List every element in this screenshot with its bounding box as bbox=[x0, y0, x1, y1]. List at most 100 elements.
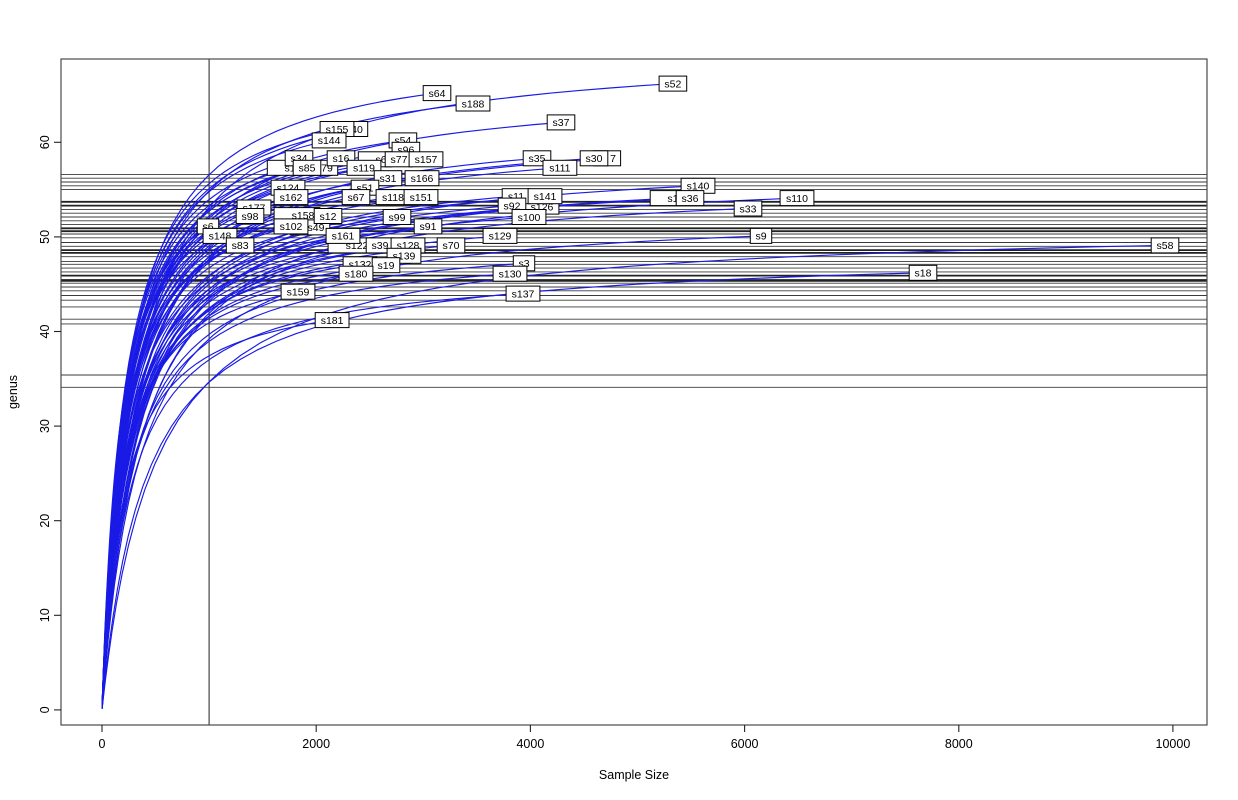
sample-label-box bbox=[908, 264, 938, 281]
sample-label-box bbox=[455, 95, 491, 112]
sample-label-text: s16 bbox=[333, 153, 350, 165]
sample-label-box bbox=[779, 190, 815, 207]
sample-label-text: s77 bbox=[391, 154, 408, 166]
sample-label-text: s58 bbox=[1157, 240, 1174, 252]
sample-label-s157: s157 bbox=[408, 151, 444, 168]
sample-label-s37: s37 bbox=[546, 114, 576, 131]
sample-label-text: s3 bbox=[518, 258, 529, 270]
sample-label-box bbox=[273, 218, 309, 235]
y-tick-label: 40 bbox=[38, 325, 52, 339]
sample-label-text: s180 bbox=[345, 269, 368, 281]
sample-label-s188: s188 bbox=[455, 95, 491, 112]
curve-s9 bbox=[101, 235, 762, 709]
sample-label-box bbox=[413, 218, 443, 235]
sample-label-text: s166 bbox=[411, 173, 434, 185]
sample-label-box bbox=[675, 190, 705, 207]
sample-label-box bbox=[542, 159, 578, 176]
curve-s67 bbox=[101, 196, 357, 708]
sample-label-box bbox=[492, 265, 528, 282]
axes: 0 2000 4000 6000 8000 10000 0 10 20 30 40 50 60 bbox=[38, 58, 1208, 751]
y-tick-label: 60 bbox=[38, 135, 52, 149]
sample-label-s130: s130 bbox=[492, 265, 528, 282]
sample-label-box bbox=[273, 189, 309, 206]
x-tick-label: 10000 bbox=[1156, 737, 1191, 751]
sample-label-s12: s12 bbox=[313, 208, 343, 224]
sample-label-s85: s85 bbox=[292, 159, 322, 176]
sample-label-text: s1 bbox=[284, 163, 295, 175]
sample-label-box bbox=[313, 208, 343, 224]
sample-label-text: s137 bbox=[512, 288, 535, 300]
sample-label-text: s64 bbox=[429, 88, 446, 100]
sample-label-text: s1 bbox=[667, 193, 678, 205]
sample-label-s58: s58 bbox=[1150, 237, 1180, 254]
sample-label-s91: s91 bbox=[413, 218, 443, 235]
x-tick-label: 4000 bbox=[516, 737, 544, 751]
curve-s130 bbox=[101, 273, 511, 709]
sample-label-text: s85 bbox=[299, 163, 316, 175]
y-axis-title: genus bbox=[6, 375, 20, 409]
sample-label-box bbox=[733, 200, 763, 217]
sample-label-s129: s129 bbox=[482, 227, 518, 244]
curve-s83 bbox=[101, 244, 241, 707]
sample-label-text: s98 bbox=[242, 211, 259, 223]
sample-label-text: s111 bbox=[549, 163, 570, 175]
sample-label-box bbox=[404, 170, 440, 187]
sample-label-s119: s119 bbox=[346, 159, 382, 176]
sample-label-text: s37 bbox=[553, 117, 570, 129]
sample-label-text: s18 bbox=[915, 268, 932, 280]
sample-label-text: s30 bbox=[586, 153, 603, 165]
sample-label-text: s49 bbox=[308, 222, 325, 234]
sample-label-box bbox=[403, 189, 439, 206]
sample-label-text: s110 bbox=[786, 193, 808, 205]
sample-label-text: s141 bbox=[534, 191, 557, 203]
sample-label-text: s161 bbox=[332, 231, 355, 243]
sample-label-box bbox=[658, 75, 688, 92]
sample-label-s9: s9 bbox=[749, 227, 773, 244]
curve-s181 bbox=[101, 319, 333, 708]
sample-label-text: s151 bbox=[410, 192, 433, 204]
sample-label-text: 7 bbox=[610, 153, 616, 165]
sample-label-text: s144 bbox=[318, 135, 341, 147]
y-tick-label: 30 bbox=[38, 419, 52, 433]
sample-label-box bbox=[436, 237, 466, 254]
sample-label-text: s31 bbox=[380, 173, 397, 185]
sample-label-s67: s67 bbox=[341, 189, 371, 206]
sample-label-box bbox=[579, 150, 609, 167]
sample-label-s31: s31 bbox=[373, 170, 403, 187]
sample-label-s98: s98 bbox=[235, 208, 265, 224]
sample-label-box bbox=[382, 209, 412, 225]
sample-label-text: s129 bbox=[489, 231, 512, 243]
sample-label-s36: s36 bbox=[675, 190, 705, 207]
sample-label-s111: s111 bbox=[542, 159, 578, 176]
sample-label-box bbox=[422, 85, 452, 102]
sample-label-text: s181 bbox=[321, 315, 344, 327]
sample-label-s19: s19 bbox=[371, 257, 401, 274]
sample-label-box bbox=[341, 189, 371, 206]
curve-s110 bbox=[101, 197, 798, 709]
sample-label-text: s35 bbox=[529, 153, 546, 165]
sample-label-s180: s180 bbox=[338, 265, 374, 282]
curve-s1 bbox=[101, 197, 673, 709]
sample-label-text: s162 bbox=[280, 192, 303, 204]
y-tick-label: 50 bbox=[38, 230, 52, 244]
x-tick-label: 8000 bbox=[945, 737, 973, 751]
sample-label-s141: s141 bbox=[527, 188, 563, 205]
curve-s51 bbox=[101, 187, 366, 708]
y-tick-label: 20 bbox=[38, 514, 52, 528]
sample-label-box bbox=[749, 227, 773, 244]
sample-label-text: s19 bbox=[378, 260, 395, 272]
y-tick-label: 10 bbox=[38, 608, 52, 622]
sample-label-box bbox=[225, 237, 255, 254]
sample-label-text: 79 bbox=[321, 163, 333, 175]
sample-label-text: s12 bbox=[320, 211, 337, 223]
sample-label-box bbox=[235, 208, 265, 224]
y-tick-label: 0 bbox=[38, 706, 52, 713]
sample-label-s181: s181 bbox=[314, 312, 350, 329]
plot-box bbox=[60, 58, 1208, 726]
sample-label-text: s100 bbox=[518, 212, 541, 224]
sample-label-s137: s137 bbox=[505, 285, 541, 302]
sample-label-s100: s100 bbox=[511, 209, 547, 225]
sample-label-s70: s70 bbox=[436, 237, 466, 254]
x-tick-label: 0 bbox=[99, 737, 106, 751]
